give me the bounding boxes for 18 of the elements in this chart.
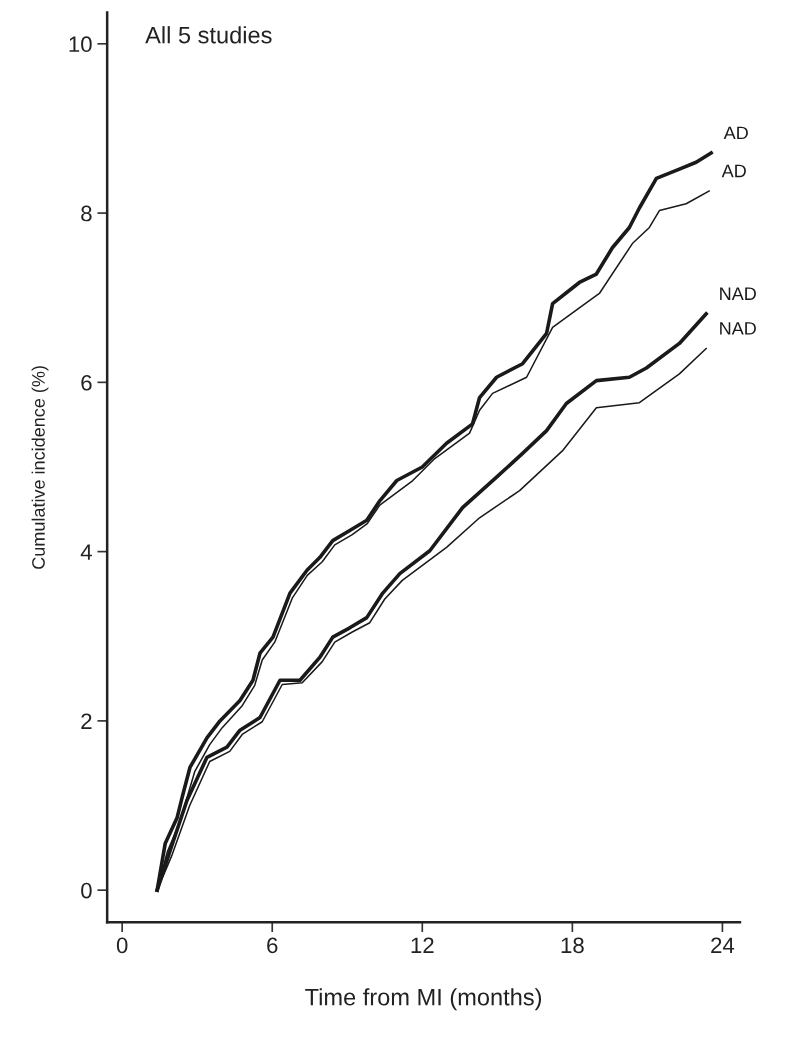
- y-tick-label: 4: [80, 544, 92, 560]
- y-tick-label: 6: [81, 374, 92, 391]
- y-tick-label: 2: [81, 713, 92, 729]
- chart-title: All 5 studies: [145, 26, 272, 44]
- x-tick-label: 24: [711, 937, 735, 954]
- series-label: NAD: [720, 287, 756, 300]
- series-label: AD: [721, 164, 746, 178]
- x-axis-title: Time from MI (months): [305, 988, 542, 1011]
- series-label: NAD: [720, 322, 756, 335]
- y-axis-title: Cumulative incidence (%): [31, 366, 49, 569]
- y-tick-label: 10: [69, 36, 92, 53]
- y-tick-label: 8: [81, 205, 92, 222]
- x-tick-label: 6: [267, 937, 278, 954]
- x-tick-label: 18: [561, 937, 584, 954]
- x-tick-label: 12: [411, 937, 434, 954]
- x-tick-label: 0: [116, 937, 128, 954]
- series-label: AD: [723, 126, 748, 140]
- y-tick-label: 0: [81, 882, 92, 899]
